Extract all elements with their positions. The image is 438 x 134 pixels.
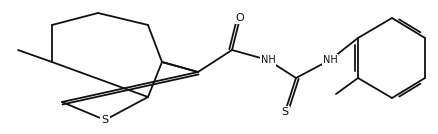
Text: O: O — [235, 13, 244, 23]
Text: NH: NH — [322, 55, 337, 65]
Text: NH: NH — [260, 55, 275, 65]
Text: S: S — [101, 115, 108, 125]
Text: S: S — [281, 107, 288, 117]
